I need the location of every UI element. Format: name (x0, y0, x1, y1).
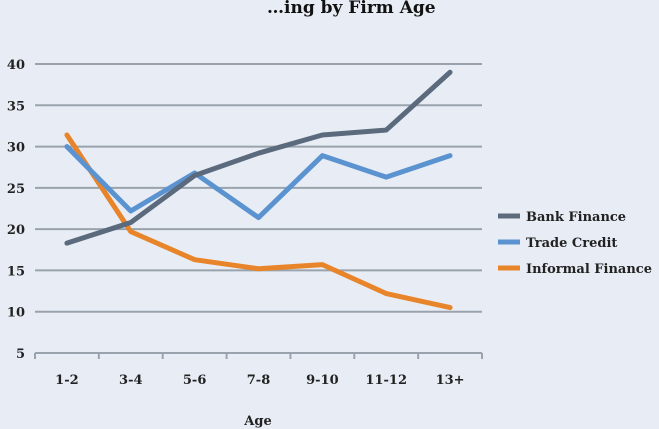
legend-label-trade-credit: Trade Credit (526, 236, 617, 251)
series-lines (64, 69, 453, 311)
x-tick-label: 9-10 (306, 373, 339, 388)
y-tick-label: 35 (7, 99, 25, 114)
y-tick-label: 40 (7, 58, 25, 73)
y-axis-ticks: 5 10 15 20 25 30 35 40 (7, 58, 25, 362)
x-tick-label: 13+ (436, 373, 465, 388)
x-tick-label: 11-12 (365, 373, 407, 388)
y-tick-label: 10 (7, 306, 25, 321)
x-tick-label: 5-6 (183, 373, 207, 388)
y-tick-label: 30 (7, 141, 25, 156)
chart-title: …ing by Firm Age (267, 0, 436, 18)
y-tick-label: 5 (16, 347, 25, 362)
legend-label-bank-finance: Bank Finance (526, 210, 626, 225)
y-tick-label: 15 (7, 264, 25, 279)
x-tick-label: 3-4 (119, 373, 143, 388)
legend: Bank Finance Trade Credit Informal Finance (498, 210, 652, 277)
y-tick-label: 20 (7, 223, 25, 238)
x-tick-label: 1-2 (55, 373, 79, 388)
y-tick-label: 25 (7, 182, 25, 197)
x-tick-label: 7-8 (247, 373, 271, 388)
series-line-trade-credit (64, 144, 453, 221)
x-axis-ticks: 1-2 3-4 5-6 7-8 9-10 11-12 13+ (34, 353, 483, 388)
legend-label-informal-finance: Informal Finance (526, 262, 652, 277)
x-axis-label: Age (243, 414, 271, 429)
series-line-informal-finance (64, 132, 453, 311)
